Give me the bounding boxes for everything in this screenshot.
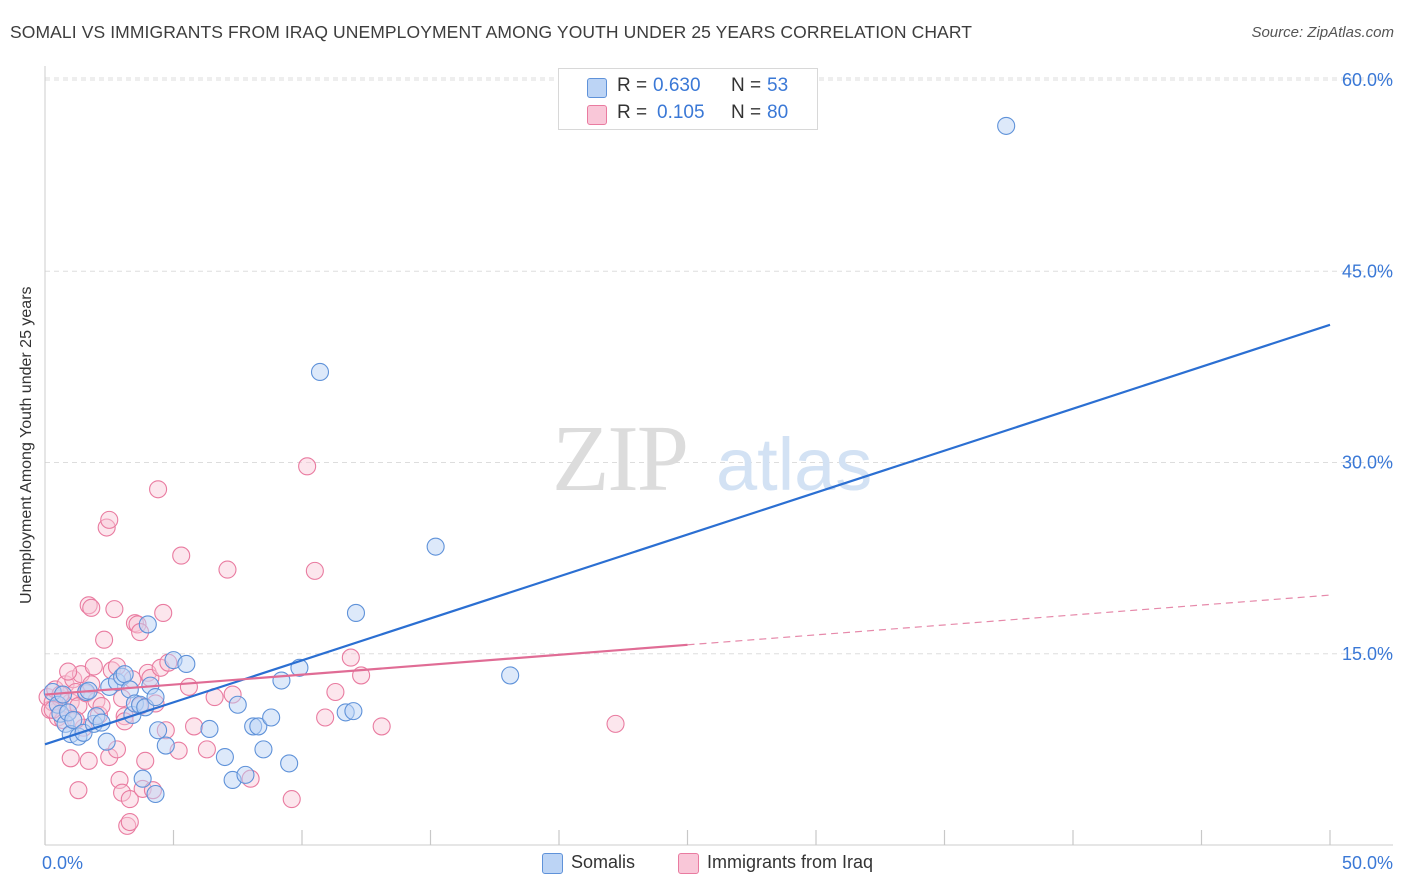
data-point-iraq: [61, 749, 80, 768]
data-point-iraq: [606, 714, 625, 733]
data-point-iraq: [136, 751, 155, 770]
data-point-iraq: [154, 603, 173, 623]
chart-title: SOMALI VS IMMIGRANTS FROM IRAQ UNEMPLOYM…: [10, 22, 973, 42]
data-point-iraq: [341, 648, 360, 667]
data-point-iraq: [149, 480, 168, 499]
data-point-iraq: [185, 717, 204, 736]
data-point-iraq: [305, 561, 324, 580]
data-point-somalis: [249, 717, 268, 736]
legend-r-label: R =: [617, 102, 648, 123]
watermark: ZIP atlas: [552, 407, 872, 511]
data-point-somalis: [346, 603, 366, 623]
data-point-somalis: [200, 719, 219, 739]
data-point-iraq: [100, 510, 119, 529]
data-point-somalis: [133, 769, 152, 788]
gridlines: [45, 77, 1393, 655]
data-point-somalis: [272, 671, 291, 690]
data-point-iraq: [197, 740, 216, 759]
data-point-iraq: [95, 630, 114, 649]
trend-line-somalis: [44, 323, 1331, 746]
trend-lines: [44, 323, 1331, 746]
legend-r-value: 0.105: [657, 102, 705, 123]
data-point-somalis: [262, 708, 281, 727]
legend-label-iraq: Immigrants from Iraq: [707, 852, 874, 872]
data-point-iraq: [372, 717, 391, 736]
series-iraq-points: [38, 457, 625, 835]
data-point-somalis: [426, 537, 445, 556]
series-somalis-points: [43, 116, 1016, 804]
data-point-somalis: [146, 688, 165, 707]
data-point-somalis: [280, 754, 299, 773]
data-point-iraq: [82, 598, 101, 617]
trend-line-iraq: [44, 643, 688, 696]
legend-r-label: R =: [617, 75, 648, 96]
data-point-iraq: [120, 812, 139, 832]
data-point-somalis: [228, 695, 247, 714]
legend-n-label: N =: [731, 75, 762, 96]
data-point-somalis: [997, 116, 1016, 135]
legend-n-value: 80: [767, 102, 789, 123]
y-tick-label: 30.0%: [1342, 453, 1393, 473]
data-point-somalis: [97, 732, 116, 751]
legend-n-label: N =: [731, 102, 762, 123]
data-point-iraq: [79, 751, 98, 770]
source-label: Source: ZipAtlas.com: [1251, 24, 1394, 41]
correlation-legend: R = 0.630 N = 53 R = 0.105 N = 80: [558, 68, 818, 130]
trend-line-iraq-extension: [687, 594, 1331, 646]
data-point-iraq: [298, 457, 317, 476]
data-point-somalis: [177, 654, 196, 674]
data-point-somalis: [310, 362, 330, 382]
data-point-iraq: [172, 546, 191, 565]
data-point-iraq: [179, 677, 198, 696]
axes: [44, 66, 1393, 846]
y-tick-label: 60.0%: [1342, 70, 1393, 90]
data-point-iraq: [84, 657, 103, 676]
data-point-somalis: [64, 710, 83, 730]
data-point-somalis: [344, 702, 363, 721]
data-point-iraq: [282, 790, 301, 809]
legend-n-value: 53: [767, 75, 789, 96]
watermark-zip: ZIP: [552, 407, 687, 511]
data-point-somalis: [236, 765, 255, 784]
legend-r-value: 0.630: [653, 75, 701, 96]
data-point-iraq: [105, 600, 124, 619]
y-axis-label: Unemployment Among Youth under 25 years: [18, 286, 35, 604]
data-point-iraq: [316, 708, 335, 727]
legend-label-somalis: Somalis: [571, 852, 636, 872]
data-point-iraq: [69, 781, 88, 800]
data-point-somalis: [156, 736, 175, 755]
data-point-somalis: [215, 747, 234, 767]
data-point-iraq: [218, 560, 237, 579]
data-point-iraq: [59, 662, 78, 681]
legend-swatch-iraq: [678, 853, 699, 874]
legend-swatch-somalis: [542, 853, 563, 874]
legend-swatch-somalis: [587, 78, 607, 98]
data-point-somalis: [115, 665, 134, 684]
data-point-somalis: [254, 740, 273, 759]
data-point-somalis: [138, 615, 157, 634]
y-tick-label: 45.0%: [1342, 261, 1393, 281]
y-tick-label: 15.0%: [1342, 644, 1393, 664]
data-point-iraq: [326, 682, 345, 702]
x-tick-label: 50.0%: [1342, 853, 1393, 873]
data-point-iraq: [120, 790, 139, 809]
watermark-atlas: atlas: [716, 423, 872, 506]
data-point-somalis: [149, 721, 168, 740]
data-point-iraq: [79, 596, 98, 615]
x-tick-label: 0.0%: [42, 853, 83, 873]
data-point-somalis: [501, 666, 520, 685]
legend-swatch-iraq: [587, 105, 607, 125]
tick-labels: 15.0% 30.0% 45.0% 60.0% 0.0% 50.0%: [42, 70, 1393, 873]
data-point-somalis: [146, 784, 165, 804]
